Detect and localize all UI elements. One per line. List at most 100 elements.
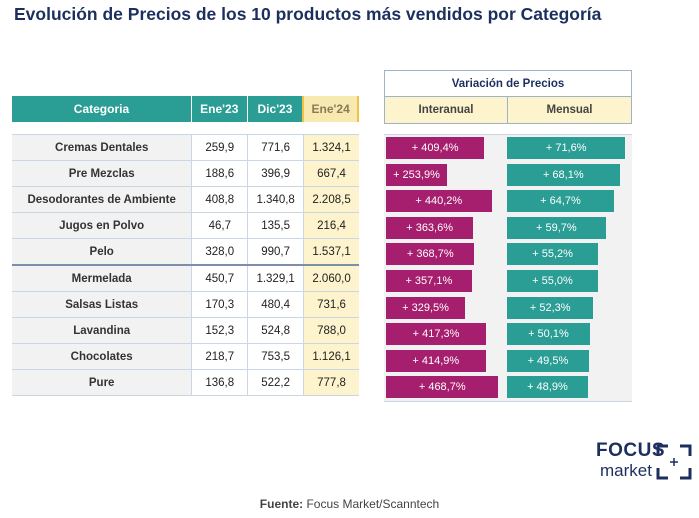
bar-mensual: + 55,0% bbox=[507, 270, 598, 292]
cell-ene24: 2.060,0 bbox=[303, 264, 359, 292]
bar-label-mensual: + 59,7% bbox=[536, 221, 577, 234]
cell-dic23: 524,8 bbox=[247, 317, 305, 344]
cell-categoria: Desodorantes de Ambiente bbox=[12, 186, 193, 213]
table-row: Salsas Listas 170,3 480,4 731,6 bbox=[12, 291, 359, 318]
header-dic23: Dic'23 bbox=[246, 96, 303, 122]
logo-text-focus: FOCUS bbox=[596, 440, 665, 461]
cell-dic23: 990,7 bbox=[247, 238, 305, 266]
header-mensual: Mensual bbox=[507, 96, 632, 124]
header-categoria: Categoria bbox=[12, 96, 191, 122]
bar-interanual: + 253,9% bbox=[386, 163, 447, 186]
bar-label-mensual: + 50,1% bbox=[528, 328, 569, 341]
cell-dic23: 522,2 bbox=[247, 369, 305, 396]
variation-bars-panel: + 409,4% + 71,6% + 253,9% + 68,1% + 440,2% + … bbox=[384, 134, 632, 402]
cell-ene24: 1.324,1 bbox=[303, 134, 359, 161]
cell-ene24: 788,0 bbox=[303, 317, 359, 344]
bar-label-mensual: + 48,9% bbox=[527, 381, 568, 394]
bar-mensual: + 50,1% bbox=[507, 323, 590, 346]
bar-interanual: + 414,9% bbox=[386, 349, 486, 372]
cell-ene23: 188,6 bbox=[191, 160, 249, 187]
cell-ene23: 136,8 bbox=[191, 369, 249, 396]
table-row: Pre Mezclas 188,6 396,9 667,4 bbox=[12, 160, 359, 187]
cell-categoria: Pure bbox=[12, 369, 193, 396]
bar-label-interanual: + 440,2% bbox=[415, 195, 463, 208]
cell-ene24: 216,4 bbox=[303, 212, 359, 239]
table-row: Chocolates 218,7 753,5 1.126,1 bbox=[12, 343, 359, 370]
bar-label-mensual: + 49,5% bbox=[527, 354, 569, 367]
bar-label-interanual: + 417,3% bbox=[412, 328, 460, 341]
bar-interanual: + 368,7% bbox=[386, 243, 475, 266]
bar-label-interanual: + 468,7% bbox=[418, 381, 466, 394]
cell-dic23: 480,4 bbox=[247, 291, 305, 318]
cell-categoria: Mermelada bbox=[12, 264, 193, 292]
bar-label-interanual: + 329,5% bbox=[402, 301, 449, 314]
bar-interanual: + 440,2% bbox=[386, 190, 492, 213]
cell-dic23: 771,6 bbox=[247, 134, 305, 161]
bar-mensual: + 48,9% bbox=[507, 376, 588, 399]
bar-label-mensual: + 55,0% bbox=[532, 275, 573, 287]
table-row: Mermelada 450,7 1.329,1 2.060,0 bbox=[12, 264, 359, 292]
cell-categoria: Pelo bbox=[12, 238, 193, 266]
bar-label-mensual: + 52,3% bbox=[529, 301, 571, 314]
bar-label-interanual: + 363,6% bbox=[406, 221, 454, 234]
cell-ene24: 2.208,5 bbox=[303, 186, 359, 213]
source-label: Fuente: bbox=[259, 497, 304, 511]
bar-label-mensual: + 64,7% bbox=[540, 195, 581, 208]
cell-ene24: 667,4 bbox=[303, 160, 359, 187]
cell-categoria: Cremas Dentales bbox=[12, 134, 193, 161]
cell-ene24: 731,6 bbox=[303, 291, 359, 318]
bar-mensual: + 59,7% bbox=[507, 216, 606, 239]
table-row: Lavandina 152,3 524,8 788,0 bbox=[12, 317, 359, 344]
table-row: Pure 136,8 522,2 777,8 bbox=[12, 369, 359, 396]
bar-mensual: + 52,3% bbox=[507, 296, 594, 319]
table-row: Pelo 328,0 990,7 1.537,1 bbox=[12, 238, 359, 266]
bar-label-mensual: + 71,6% bbox=[545, 142, 587, 154]
bar-mensual: + 49,5% bbox=[507, 349, 589, 372]
bar-mensual: + 64,7% bbox=[507, 190, 614, 213]
cell-ene23: 259,9 bbox=[191, 134, 249, 161]
cell-ene23: 46,7 bbox=[191, 212, 249, 239]
table-row: Desodorantes de Ambiente 408,8 1.340,8 2.20… bbox=[12, 186, 359, 213]
cell-dic23: 753,5 bbox=[247, 343, 305, 370]
cell-ene24: 1.126,1 bbox=[303, 343, 359, 370]
bar-label-interanual: + 368,7% bbox=[406, 248, 454, 261]
cell-dic23: 135,5 bbox=[247, 212, 305, 239]
header-interanual: Interanual bbox=[384, 96, 508, 124]
variacion-title: Variación de Precios bbox=[384, 70, 632, 98]
bar-interanual: + 363,6% bbox=[386, 216, 474, 239]
bar-interanual: + 329,5% bbox=[386, 296, 466, 319]
cell-ene24: 777,8 bbox=[303, 369, 359, 396]
logo-text-market: market bbox=[600, 461, 652, 480]
cell-categoria: Chocolates bbox=[12, 343, 193, 370]
cell-dic23: 1.329,1 bbox=[247, 264, 305, 292]
source-text: Focus Market/Scanntech bbox=[306, 497, 440, 511]
cell-ene24: 1.537,1 bbox=[303, 238, 359, 266]
price-table: Cremas Dentales 259,9 771,6 1.324,1 Pre Mezc… bbox=[12, 134, 359, 396]
page-title: Evolución de Precios de los 10 productos… bbox=[14, 4, 602, 24]
bar-label-interanual: + 357,1% bbox=[405, 275, 453, 287]
cell-ene23: 170,3 bbox=[191, 291, 249, 318]
bar-mensual: + 68,1% bbox=[507, 163, 620, 186]
bar-interanual: + 409,4% bbox=[386, 137, 485, 159]
cell-categoria: Pre Mezclas bbox=[12, 160, 193, 187]
bar-label-interanual: + 253,9% bbox=[393, 168, 440, 181]
table-row: Jugos en Polvo 46,7 135,5 216,4 bbox=[12, 212, 359, 239]
cell-categoria: Jugos en Polvo bbox=[12, 212, 193, 239]
bar-label-interanual: + 409,4% bbox=[411, 142, 459, 154]
cell-dic23: 1.340,8 bbox=[247, 186, 305, 213]
cell-dic23: 396,9 bbox=[247, 160, 305, 187]
bar-interanual: + 357,1% bbox=[386, 270, 472, 292]
cell-ene23: 408,8 bbox=[191, 186, 249, 213]
bar-mensual: + 55,2% bbox=[507, 243, 599, 266]
bar-interanual: + 417,3% bbox=[386, 323, 487, 346]
bar-label-mensual: + 68,1% bbox=[542, 168, 584, 181]
cell-ene23: 218,7 bbox=[191, 343, 249, 370]
logo-bracket-icon bbox=[656, 444, 692, 480]
source-note: Fuente: Focus Market/Scanntech bbox=[0, 497, 699, 511]
cell-categoria: Lavandina bbox=[12, 317, 193, 344]
bar-mensual: + 71,6% bbox=[507, 137, 626, 159]
cell-ene23: 450,7 bbox=[191, 264, 249, 292]
header-ene24: Ene'24 bbox=[302, 96, 359, 122]
cell-categoria: Salsas Listas bbox=[12, 291, 193, 318]
bar-interanual: + 468,7% bbox=[386, 376, 499, 399]
